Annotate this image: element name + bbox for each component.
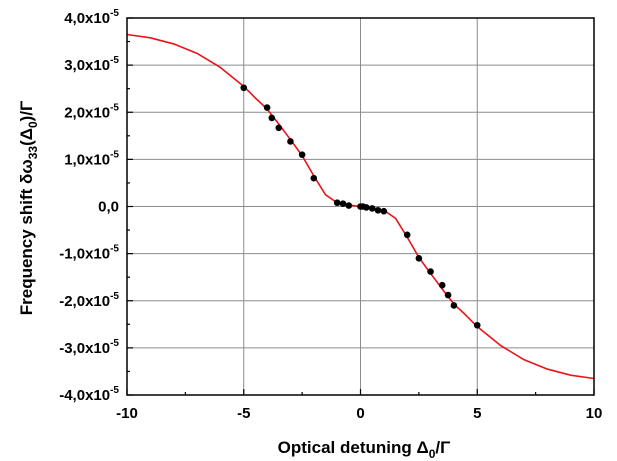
- data-point: [263, 104, 271, 111]
- data-points-layer: [240, 84, 481, 329]
- x-tick-label: 10: [586, 405, 603, 422]
- data-point: [298, 151, 306, 158]
- y-tick-label: 0,0: [98, 199, 119, 216]
- data-point: [363, 204, 370, 211]
- data-point: [473, 321, 481, 329]
- data-point: [287, 138, 294, 145]
- y-tick-labels: 4,0x10-5 3,0x10-5 2,0x10-5 1,0x10-5 0,0 -1,0x…: [59, 8, 119, 404]
- data-point: [275, 124, 283, 132]
- data-point: [444, 291, 452, 299]
- data-point: [310, 174, 318, 182]
- data-point: [268, 114, 276, 122]
- ticks: [126, 17, 595, 396]
- x-tick-label: 0: [356, 405, 364, 422]
- data-point: [240, 84, 248, 92]
- y-tick-label: 2,0x10-5: [64, 102, 119, 121]
- y-tick-label: 4,0x10-5: [64, 8, 119, 27]
- x-axis-label: Optical detuning Δ0/Γ: [278, 438, 451, 461]
- data-point: [333, 199, 341, 207]
- data-point: [374, 206, 382, 214]
- x-tick-label: -5: [237, 405, 250, 422]
- y-tick-label: -1,0x10-5: [59, 244, 119, 263]
- x-tick-label: 5: [473, 405, 481, 422]
- data-point: [380, 207, 388, 215]
- grid: [127, 18, 594, 395]
- data-point: [345, 202, 353, 209]
- data-point: [450, 302, 458, 309]
- y-tick-label: -3,0x10-5: [59, 338, 119, 357]
- data-point: [368, 205, 376, 212]
- x-tick-labels: -10 -5 0 5 10: [116, 405, 602, 422]
- data-point: [403, 231, 411, 239]
- y-axis-label: Frequency shift δω33(Δ0)/Γ: [17, 101, 40, 316]
- data-point: [339, 200, 347, 207]
- y-tick-label: 3,0x10-5: [64, 55, 119, 74]
- y-tick-label: -4,0x10-5: [59, 385, 119, 404]
- y-tick-label: -2,0x10-5: [59, 291, 119, 310]
- data-point: [438, 281, 446, 289]
- y-tick-label: 1,0x10-5: [64, 149, 119, 168]
- data-point: [415, 255, 423, 262]
- x-tick-label: -10: [116, 405, 138, 422]
- data-point: [427, 268, 434, 275]
